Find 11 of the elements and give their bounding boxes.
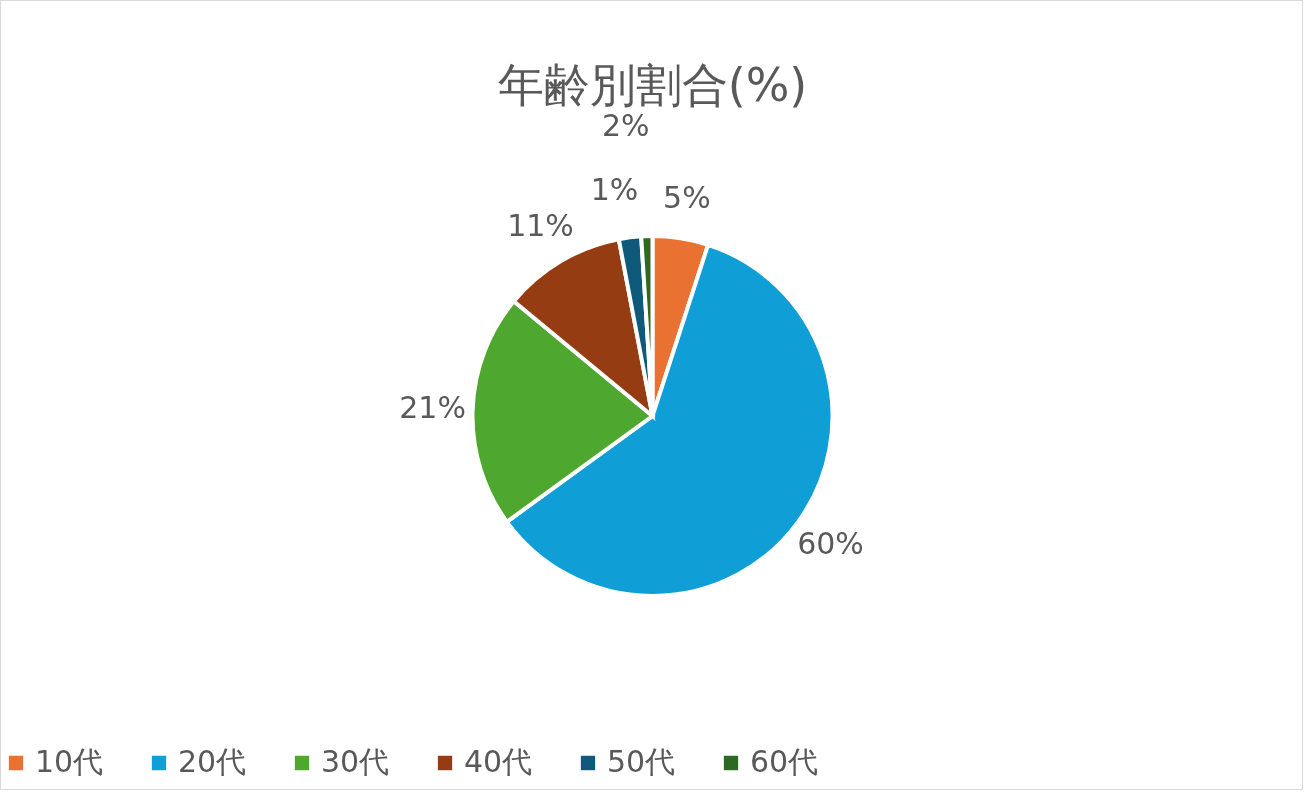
data-label: 5% [663, 179, 711, 215]
legend-label: 30代 [321, 744, 390, 779]
legend-label: 40代 [464, 744, 533, 779]
legend-label: 50代 [607, 744, 676, 779]
data-label: 1% [590, 172, 639, 208]
legend-label: 20代 [178, 744, 247, 779]
legend-label: 10代 [35, 744, 104, 779]
data-label: 11% [507, 207, 574, 243]
data-label: 60% [797, 526, 864, 562]
data-label: 21% [399, 390, 466, 426]
legend-label: 60代 [750, 744, 819, 779]
